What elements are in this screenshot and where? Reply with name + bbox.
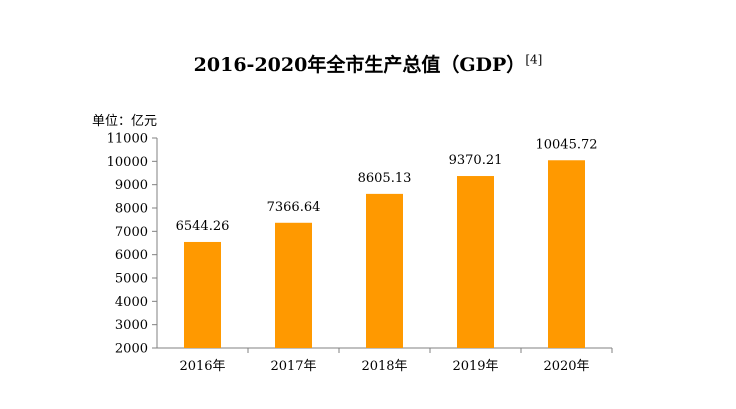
x-category-label: 2017年 xyxy=(270,359,316,374)
x-category-label: 2020年 xyxy=(543,359,589,374)
x-category-label: 2018年 xyxy=(361,359,407,374)
chart-title-reference: [4] xyxy=(525,52,543,67)
x-category-label: 2019年 xyxy=(452,359,498,374)
y-tick-label: 9000 xyxy=(115,178,148,193)
x-category-label: 2016年 xyxy=(179,359,225,374)
bar xyxy=(366,193,403,348)
bar xyxy=(457,176,494,348)
y-tick-label: 3000 xyxy=(115,318,148,333)
data-label: 6544.26 xyxy=(176,219,230,234)
bar xyxy=(275,222,312,348)
y-tick-label: 11000 xyxy=(107,132,148,147)
bar xyxy=(548,160,585,348)
y-tick-label: 2000 xyxy=(115,342,148,357)
y-tick-label: 8000 xyxy=(115,202,148,217)
y-tick-label: 7000 xyxy=(115,225,148,240)
y-tick-label: 4000 xyxy=(115,295,148,310)
data-label: 7366.64 xyxy=(267,200,321,215)
data-label: 8605.13 xyxy=(358,171,412,186)
y-axis-unit-label: 单位：亿元 xyxy=(92,114,158,129)
chart-title: 2016-2020年全市生产总值（GDP）[4] xyxy=(0,50,736,77)
y-tick-label: 10000 xyxy=(107,155,148,170)
data-label: 10045.72 xyxy=(535,137,597,152)
y-tick-label: 6000 xyxy=(115,248,148,263)
data-label: 9370.21 xyxy=(449,153,503,168)
y-tick-label: 5000 xyxy=(115,272,148,287)
bar xyxy=(184,241,221,348)
chart-title-text: 2016-2020年全市生产总值（GDP） xyxy=(193,54,526,76)
